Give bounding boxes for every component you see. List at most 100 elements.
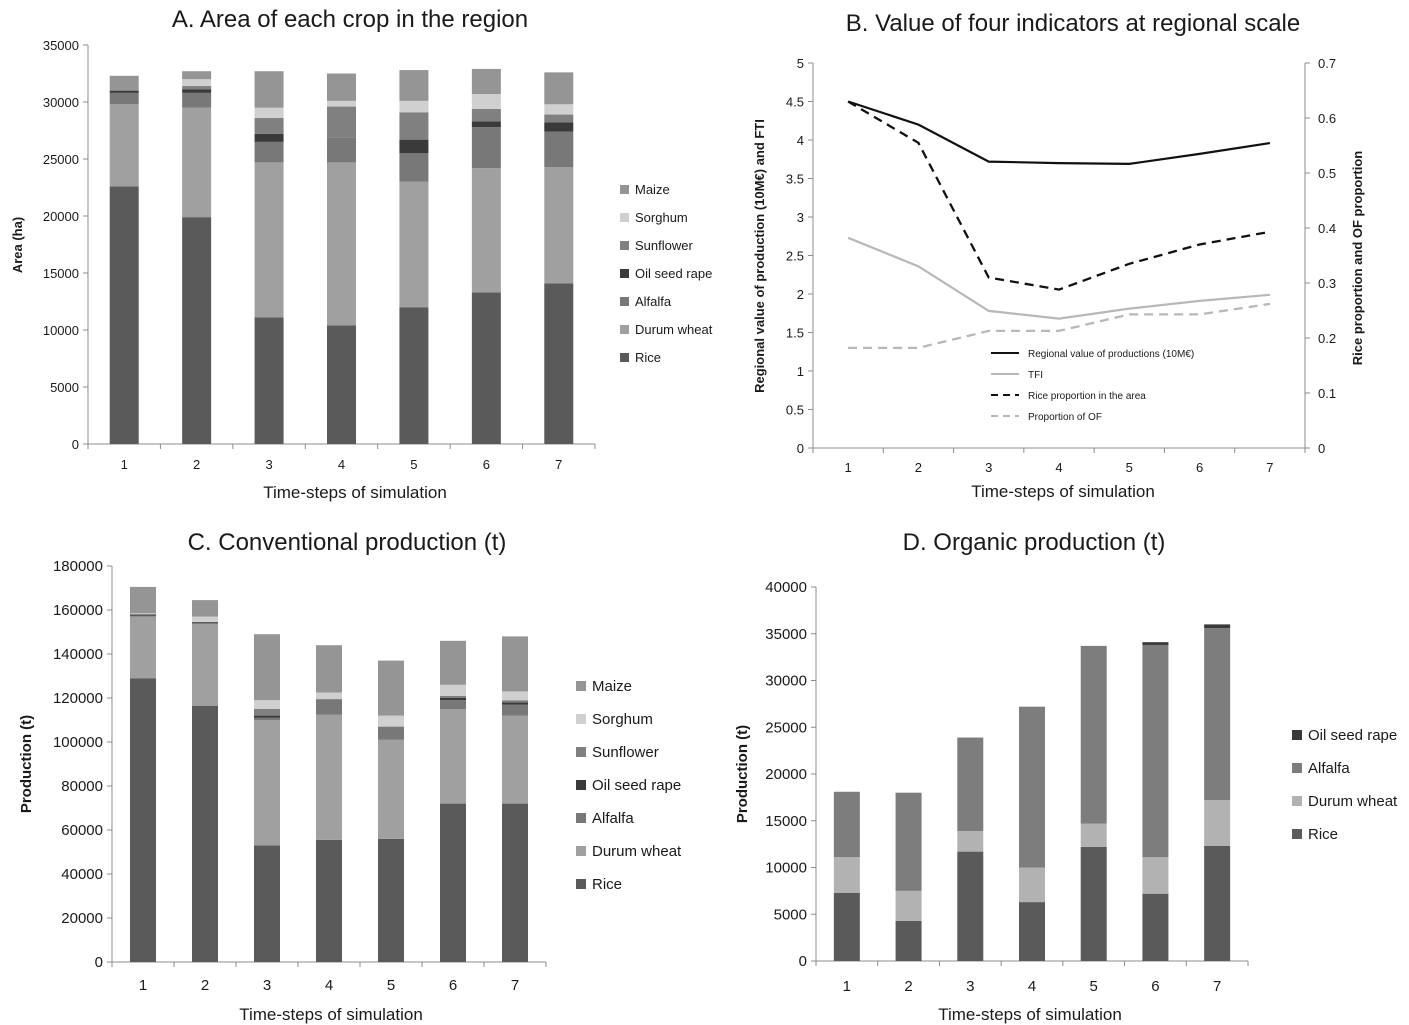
- bar-segment-sunflower: [502, 700, 528, 703]
- right-y-tick-label: 0.4: [1318, 221, 1336, 236]
- bar-segment-maize: [316, 645, 342, 693]
- bar-segment-oil-seed-rape: [440, 698, 466, 701]
- bar-segment-oil-seed-rape: [109, 90, 139, 93]
- bar-segment-rice: [316, 839, 342, 962]
- bar-segment-durum-wheat: [502, 715, 528, 804]
- x-tick-label: 5: [1126, 460, 1133, 475]
- panel-b-right-axis-label: Rice proportion and OF proportion: [1350, 151, 1365, 366]
- y-tick-label: 0: [72, 437, 79, 452]
- bar-segment-maize: [502, 636, 528, 692]
- panel-d-chart: D. Organic production (t) Time-steps of …: [734, 529, 1398, 1024]
- legend-label: Sorghum: [635, 210, 688, 225]
- panel-a-plot-area: 0 5000 10000 15000 20000 25000 30000 35000 1 2 3 4 5…: [43, 38, 596, 472]
- legend-label: Sunflower: [592, 744, 659, 761]
- x-tick-label: 4: [325, 977, 333, 994]
- x-tick-label: 6: [483, 457, 490, 472]
- x-tick-label: 3: [966, 978, 974, 995]
- bar-segment-sorghum: [130, 613, 156, 615]
- bar-segment-durum-wheat: [1019, 867, 1045, 903]
- x-tick-label: 4: [338, 457, 345, 472]
- bar-segment-sunflower: [182, 86, 212, 90]
- bar-segment-rice: [957, 851, 984, 961]
- panel-a-title: A. Area of each crop in the region: [172, 6, 528, 33]
- bar-segment-durum-wheat: [378, 739, 404, 839]
- bar-segment-rice: [327, 325, 356, 444]
- bar-segment-durum-wheat: [109, 104, 139, 187]
- bar-segment-durum-wheat: [544, 166, 574, 284]
- bar-segment-sorghum: [254, 107, 284, 118]
- panel-c-x-axis-label: Time-steps of simulation: [239, 1005, 423, 1024]
- bar-segment-oil-seed-rape: [254, 133, 284, 142]
- left-y-tick-label: 1.5: [786, 326, 804, 341]
- bar-segment-durum-wheat: [957, 831, 984, 852]
- legend-label: Maize: [592, 678, 632, 695]
- x-tick-label: 7: [1213, 978, 1221, 995]
- bar-segment-rice: [254, 845, 280, 962]
- bar-segment-durum-wheat: [440, 709, 466, 804]
- x-tick-label: 5: [410, 457, 417, 472]
- x-tick-label: 4: [1028, 978, 1036, 995]
- right-y-tick-label: 0.1: [1318, 386, 1336, 401]
- legend-label: Rice proportion in the area: [1028, 391, 1146, 402]
- panel-d-title: D. Organic production (t): [903, 529, 1166, 556]
- bar-segment-sunflower: [471, 108, 501, 122]
- bar-segment-oil-seed-rape: [399, 139, 429, 154]
- panel-a-y-axis-label: Area (ha): [10, 217, 25, 273]
- legend-swatch: [1292, 730, 1302, 740]
- bar-segment-alfalfa: [130, 615, 156, 617]
- bar-segment-sorghum: [544, 104, 574, 115]
- panel-a-x-axis-label: Time-steps of simulation: [263, 483, 447, 502]
- bar-segment-rice: [109, 186, 139, 445]
- bar-segment-sorghum: [192, 616, 218, 623]
- bar-segment-oil-seed-rape: [544, 122, 574, 132]
- y-tick-label: 5000: [50, 380, 79, 395]
- bar-segment-rice: [895, 920, 922, 961]
- y-tick-label: 10000: [43, 323, 79, 338]
- legend-label: Oil seed rape: [592, 777, 681, 794]
- bar-segment-rice: [1204, 845, 1231, 961]
- y-tick-label: 25000: [765, 719, 807, 736]
- bar-segment-alfalfa: [895, 792, 922, 891]
- bar-segment-sunflower: [544, 114, 574, 123]
- x-tick-label: 2: [193, 457, 200, 472]
- legend-label: Oil seed rape: [1308, 727, 1397, 744]
- legend-label: Maize: [635, 182, 670, 197]
- x-tick-label: 3: [263, 977, 271, 994]
- bar-segment-rice: [182, 217, 212, 444]
- legend-label: Alfalfa: [635, 294, 672, 309]
- right-y-tick-label: 0.5: [1318, 166, 1336, 181]
- bar-segment-maize: [471, 68, 501, 95]
- bar-segment-oil-seed-rape: [182, 89, 212, 93]
- left-y-tick-label: 5: [797, 56, 804, 71]
- bar-segment-rice: [130, 678, 156, 962]
- panel-b-plot-area: 0 0.5 1 1.5 2 2.5 3 3.5 4 4.5 5 0 0.1 0.2 0.3 0.4 0.5 0.6…: [786, 56, 1336, 475]
- bar-segment-alfalfa: [1204, 628, 1231, 801]
- x-tick-label: 4: [1055, 460, 1062, 475]
- legend-label: Durum wheat: [592, 843, 682, 860]
- y-tick-label: 5000: [774, 906, 807, 923]
- legend-swatch: [620, 353, 629, 362]
- panel-a-legend: Maize Sorghum Sunflower Oil seed rape Alfalf…: [620, 182, 713, 365]
- left-y-tick-label: 2.5: [786, 249, 804, 264]
- bar-segment-alfalfa: [399, 153, 429, 182]
- x-tick-label: 2: [201, 977, 209, 994]
- bar-segment-rice: [192, 705, 218, 962]
- legend-swatch: [620, 213, 629, 222]
- y-tick-label: 20000: [765, 766, 807, 783]
- legend-label: Rice: [635, 350, 661, 365]
- legend-swatch: [1292, 763, 1302, 773]
- bar-segment-sunflower: [399, 112, 429, 140]
- bar-segment-sorghum: [502, 691, 528, 701]
- legend-swatch: [576, 780, 586, 790]
- legend-swatch: [620, 297, 629, 306]
- left-y-tick-label: 0: [797, 441, 804, 456]
- bar-segment-durum-wheat: [1080, 823, 1107, 847]
- x-tick-label: 1: [139, 977, 147, 994]
- legend-swatch: [576, 879, 586, 889]
- bar-segment-rice: [1080, 846, 1107, 961]
- y-tick-label: 40000: [765, 579, 807, 596]
- x-tick-label: 6: [1151, 978, 1159, 995]
- bar-segment-durum-wheat: [182, 107, 212, 218]
- panel-b-title: B. Value of four indicators at regional …: [846, 10, 1300, 37]
- bar-segment-rice: [544, 283, 574, 444]
